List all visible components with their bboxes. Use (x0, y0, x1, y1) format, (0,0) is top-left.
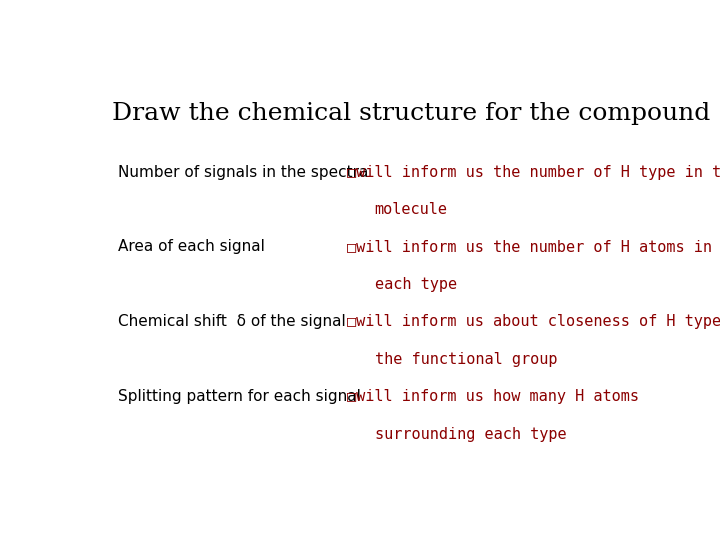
Text: □will inform us the number of H type in the: □will inform us the number of H type in … (347, 165, 720, 180)
Text: Area of each signal: Area of each signal (118, 239, 265, 254)
Text: Splitting pattern for each signal: Splitting pattern for each signal (118, 389, 361, 404)
Text: □will inform us the number of H atoms in: □will inform us the number of H atoms in (347, 239, 711, 254)
Text: Chemical shift  δ of the signal: Chemical shift δ of the signal (118, 314, 346, 329)
Text: the functional group: the functional group (374, 352, 557, 367)
Text: □will inform us how many H atoms: □will inform us how many H atoms (347, 389, 639, 404)
Text: Number of signals in the spectra: Number of signals in the spectra (118, 165, 368, 180)
Text: each type: each type (374, 277, 456, 292)
Text: Draw the chemical structure for the compound: Draw the chemical structure for the comp… (112, 102, 711, 125)
Text: molecule: molecule (374, 202, 448, 217)
Text: surrounding each type: surrounding each type (374, 427, 566, 442)
Text: □will inform us about closeness of H type to: □will inform us about closeness of H typ… (347, 314, 720, 329)
